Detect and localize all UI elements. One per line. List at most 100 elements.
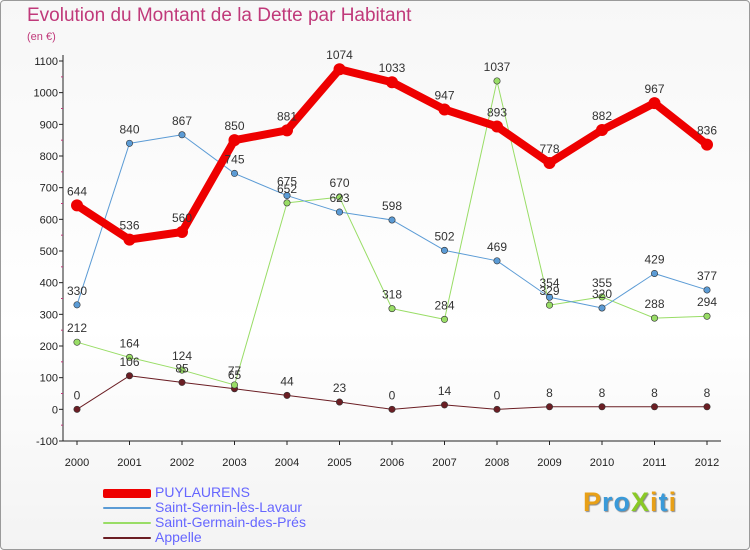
data-label: 8 <box>599 386 606 400</box>
y-tick-label: 700 <box>40 183 58 195</box>
data-label: 893 <box>487 106 507 120</box>
legend-swatch <box>103 507 151 509</box>
data-label: 0 <box>494 388 501 402</box>
y-tick-label: 0 <box>52 404 58 416</box>
data-point <box>493 257 501 265</box>
x-tick-label: 2012 <box>695 457 719 469</box>
x-tick-label: 2001 <box>117 457 141 469</box>
data-label: 623 <box>329 191 349 205</box>
data-point <box>650 269 658 277</box>
data-point <box>283 192 291 200</box>
data-label: 1037 <box>484 60 511 74</box>
x-tick-label: 2003 <box>222 457 246 469</box>
data-label: 294 <box>697 295 717 309</box>
data-label: 164 <box>119 336 139 350</box>
data-label: 85 <box>175 361 189 375</box>
data-point <box>650 314 658 322</box>
chart-title: Evolution du Montant de la Dette par Hab… <box>27 5 412 26</box>
data-point <box>126 372 134 380</box>
data-label: 8 <box>546 386 553 400</box>
logo-letter: r <box>602 487 614 517</box>
data-point <box>545 293 553 301</box>
data-label: 212 <box>67 321 87 335</box>
data-point <box>335 193 343 201</box>
data-label: 670 <box>329 176 349 190</box>
data-label: 14 <box>438 384 452 398</box>
logo-letter: X <box>631 487 651 517</box>
data-point <box>283 391 291 399</box>
data-label: 23 <box>333 381 347 395</box>
logo-letter: t <box>658 487 669 517</box>
data-point <box>388 405 396 413</box>
data-point <box>648 97 661 110</box>
legend-label: Appelle <box>155 529 202 545</box>
data-point <box>598 403 606 411</box>
chart-legend: PUYLAURENS Saint-Sernin-lès-Lavaur Saint-G… <box>103 485 403 545</box>
data-point <box>333 63 346 76</box>
data-point <box>73 405 81 413</box>
data-label: 106 <box>119 355 139 369</box>
data-point <box>71 199 83 212</box>
data-label: 8 <box>651 386 658 400</box>
data-label: 330 <box>67 284 87 298</box>
data-point <box>703 312 711 320</box>
legend-item: Saint-Sernin-lès-Lavaur <box>103 500 403 515</box>
data-label: 355 <box>592 276 612 290</box>
legend-swatch <box>103 537 151 539</box>
data-label: 354 <box>539 276 559 290</box>
data-point <box>701 138 713 151</box>
data-label: 0 <box>389 388 396 402</box>
data-point <box>123 233 136 246</box>
data-point <box>545 403 553 411</box>
y-tick-label: 1000 <box>34 88 58 100</box>
data-point <box>388 216 396 224</box>
x-tick-label: 2011 <box>643 457 667 469</box>
y-tick-label: 1100 <box>34 56 58 68</box>
data-point <box>440 401 448 409</box>
data-label: 850 <box>224 119 244 133</box>
y-tick-label: 500 <box>40 246 58 258</box>
data-point <box>178 378 186 386</box>
proxiti-logo: ProXiti <box>583 487 677 518</box>
data-label: 288 <box>644 297 664 311</box>
data-label: 560 <box>172 211 192 225</box>
y-tick-label: -100 <box>36 436 58 448</box>
x-tick-label: 2009 <box>537 457 561 469</box>
logo-letter: P <box>583 487 603 517</box>
data-point <box>335 208 343 216</box>
data-point <box>388 305 396 313</box>
data-label: 65 <box>228 368 242 382</box>
data-point <box>598 304 606 312</box>
data-label: 0 <box>74 388 81 402</box>
data-label: 652 <box>277 182 297 196</box>
data-label: 44 <box>280 374 294 388</box>
data-point <box>491 120 503 133</box>
data-point <box>438 103 451 116</box>
data-point <box>283 199 291 207</box>
legend-swatch <box>103 488 151 498</box>
data-label: 836 <box>697 124 717 138</box>
data-point <box>545 301 553 309</box>
y-tick-label: 600 <box>40 214 58 226</box>
data-point <box>335 398 343 406</box>
data-label: 536 <box>119 219 139 233</box>
data-point <box>73 338 81 346</box>
data-point <box>440 315 448 323</box>
data-point <box>73 301 81 309</box>
x-tick-label: 2000 <box>65 457 89 469</box>
logo-letter: i <box>668 487 678 517</box>
data-point <box>596 124 608 137</box>
data-label: 329 <box>539 284 559 298</box>
data-label: 124 <box>172 349 192 363</box>
x-tick-label: 2008 <box>485 457 509 469</box>
data-point <box>126 353 134 361</box>
data-label: 881 <box>277 109 297 123</box>
data-label: 644 <box>67 184 87 198</box>
legend-item: Saint-Germain-des-Prés <box>103 515 403 530</box>
y-tick-label: 200 <box>40 341 58 353</box>
data-label: 947 <box>434 88 454 102</box>
data-label: 320 <box>592 287 612 301</box>
data-point <box>650 403 658 411</box>
data-point <box>228 134 241 147</box>
